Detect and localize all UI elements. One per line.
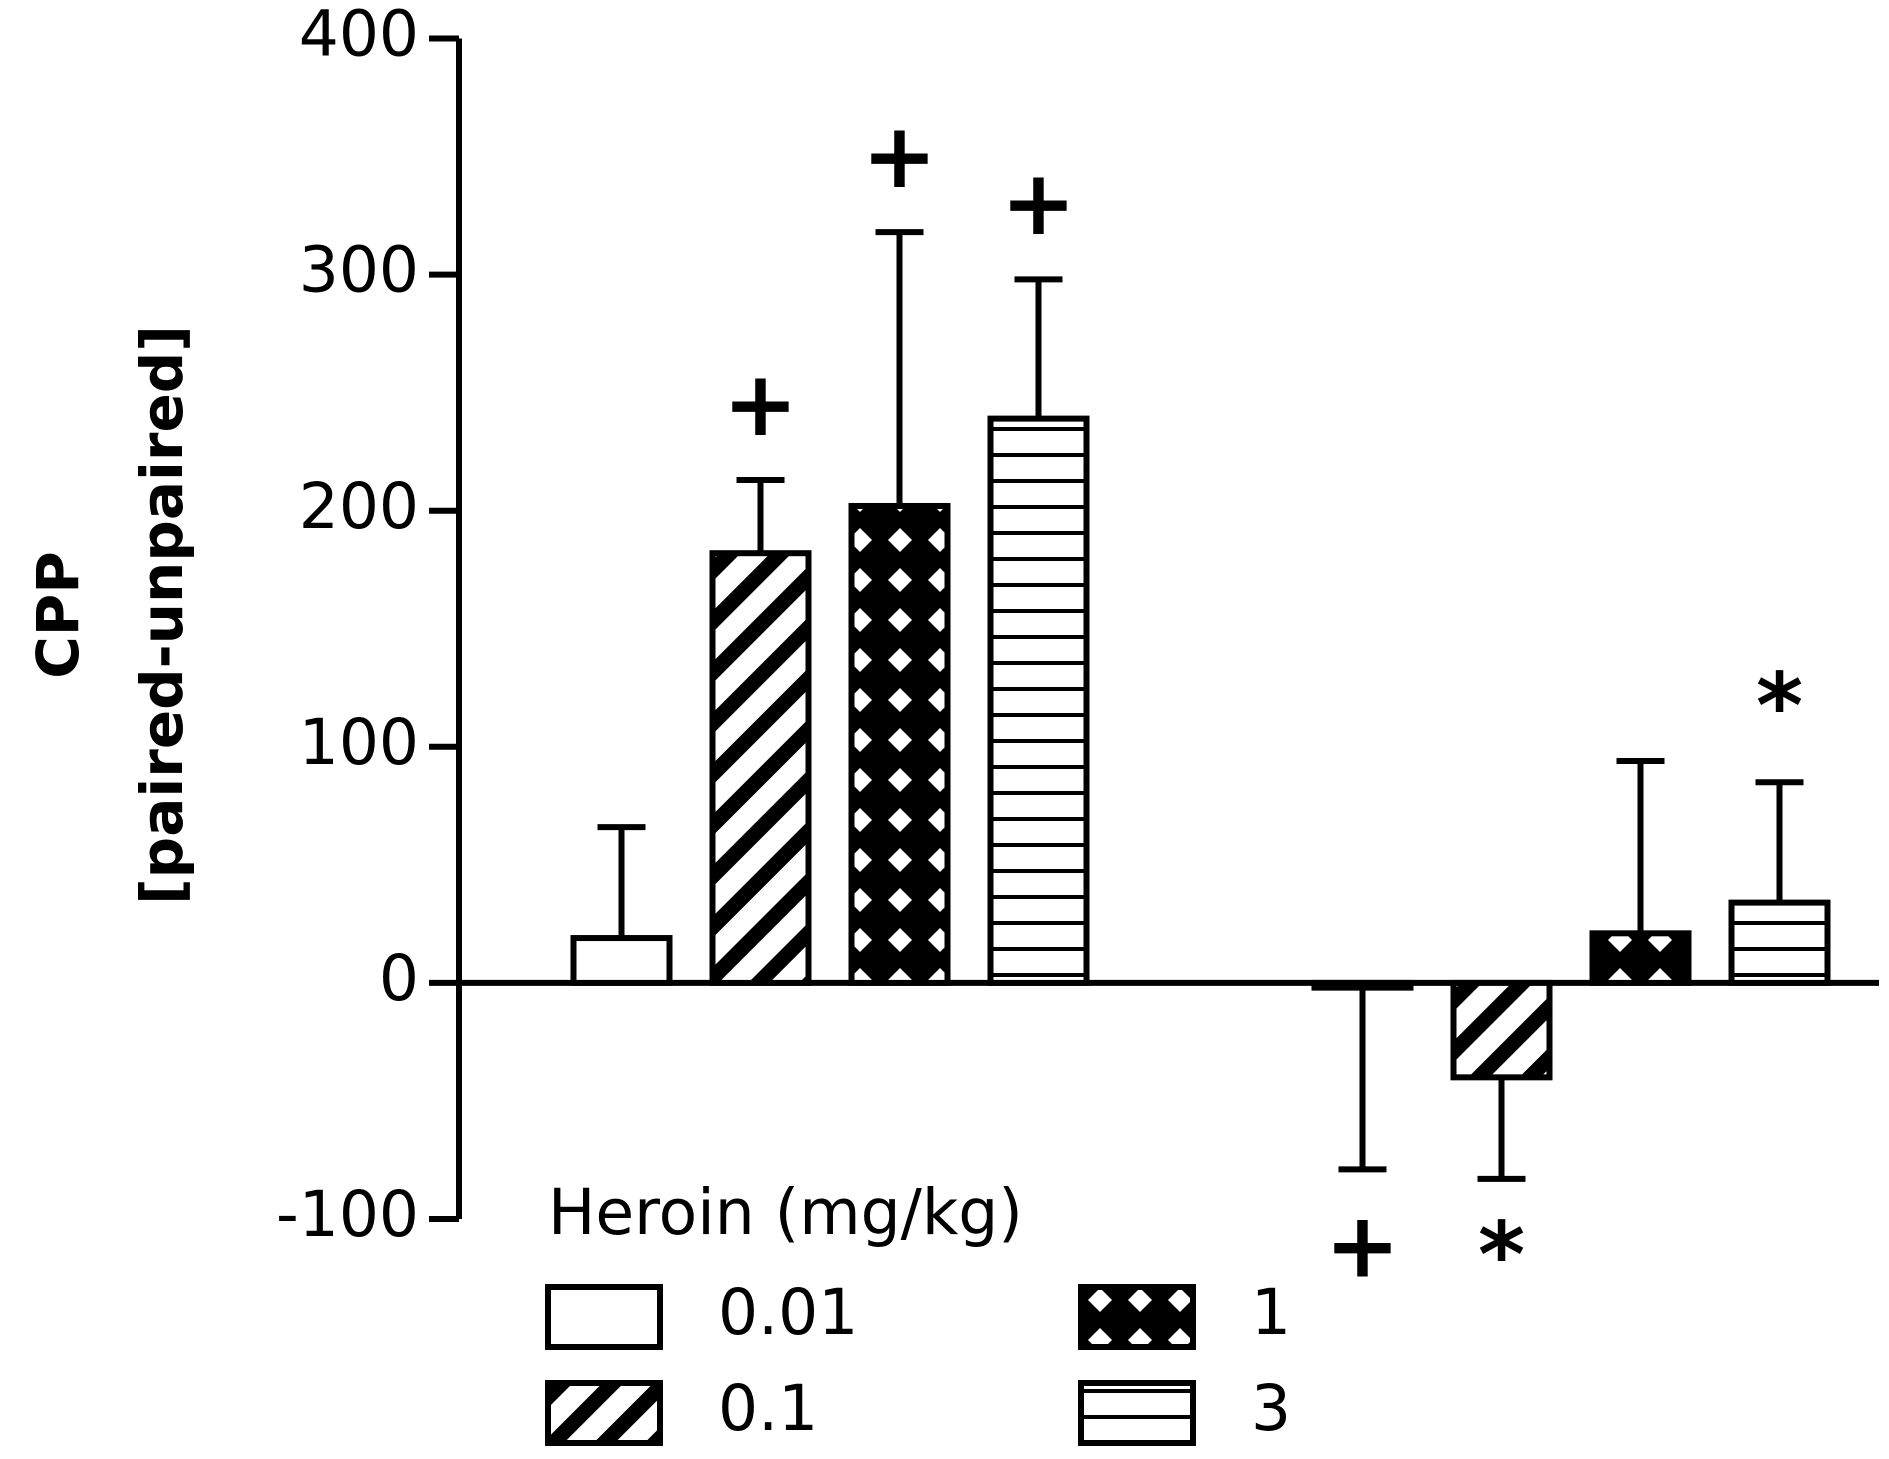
legend-swatch [1078, 1380, 1196, 1446]
annotation: + [723, 352, 798, 457]
legend-swatch [1078, 1284, 1196, 1350]
legend-swatch [545, 1284, 663, 1350]
legend-label: 3 [1251, 1372, 1291, 1445]
annotation: * [1756, 654, 1803, 759]
annotation: + [1325, 1193, 1400, 1298]
bar [848, 502, 951, 986]
legend-label: 1 [1251, 1276, 1291, 1349]
y-tick-label: 0 [379, 942, 419, 1015]
bar [1728, 899, 1831, 986]
y-axis-label: [paired-unpaired] [128, 325, 196, 905]
y-tick-label: 200 [299, 470, 419, 543]
bar [570, 935, 673, 986]
bar [1589, 930, 1692, 986]
legend-label: 0.1 [718, 1372, 818, 1445]
y-tick-label: 100 [299, 706, 419, 779]
bar [987, 415, 1090, 986]
legend-label: 0.01 [718, 1276, 858, 1349]
bar [1450, 979, 1553, 1081]
annotation: * [1478, 1203, 1525, 1308]
y-tick-label: 300 [299, 234, 419, 307]
y-tick-label: 400 [299, 0, 419, 71]
annotation: + [862, 104, 937, 209]
legend-swatch [545, 1380, 663, 1446]
y-axis-label: CPP [24, 551, 92, 679]
bar [1311, 979, 1414, 991]
y-tick-label: -100 [276, 1178, 419, 1251]
bar [709, 550, 812, 986]
legend-title: Heroin (mg/kg) [548, 1176, 1023, 1249]
annotation: + [1001, 151, 1076, 256]
